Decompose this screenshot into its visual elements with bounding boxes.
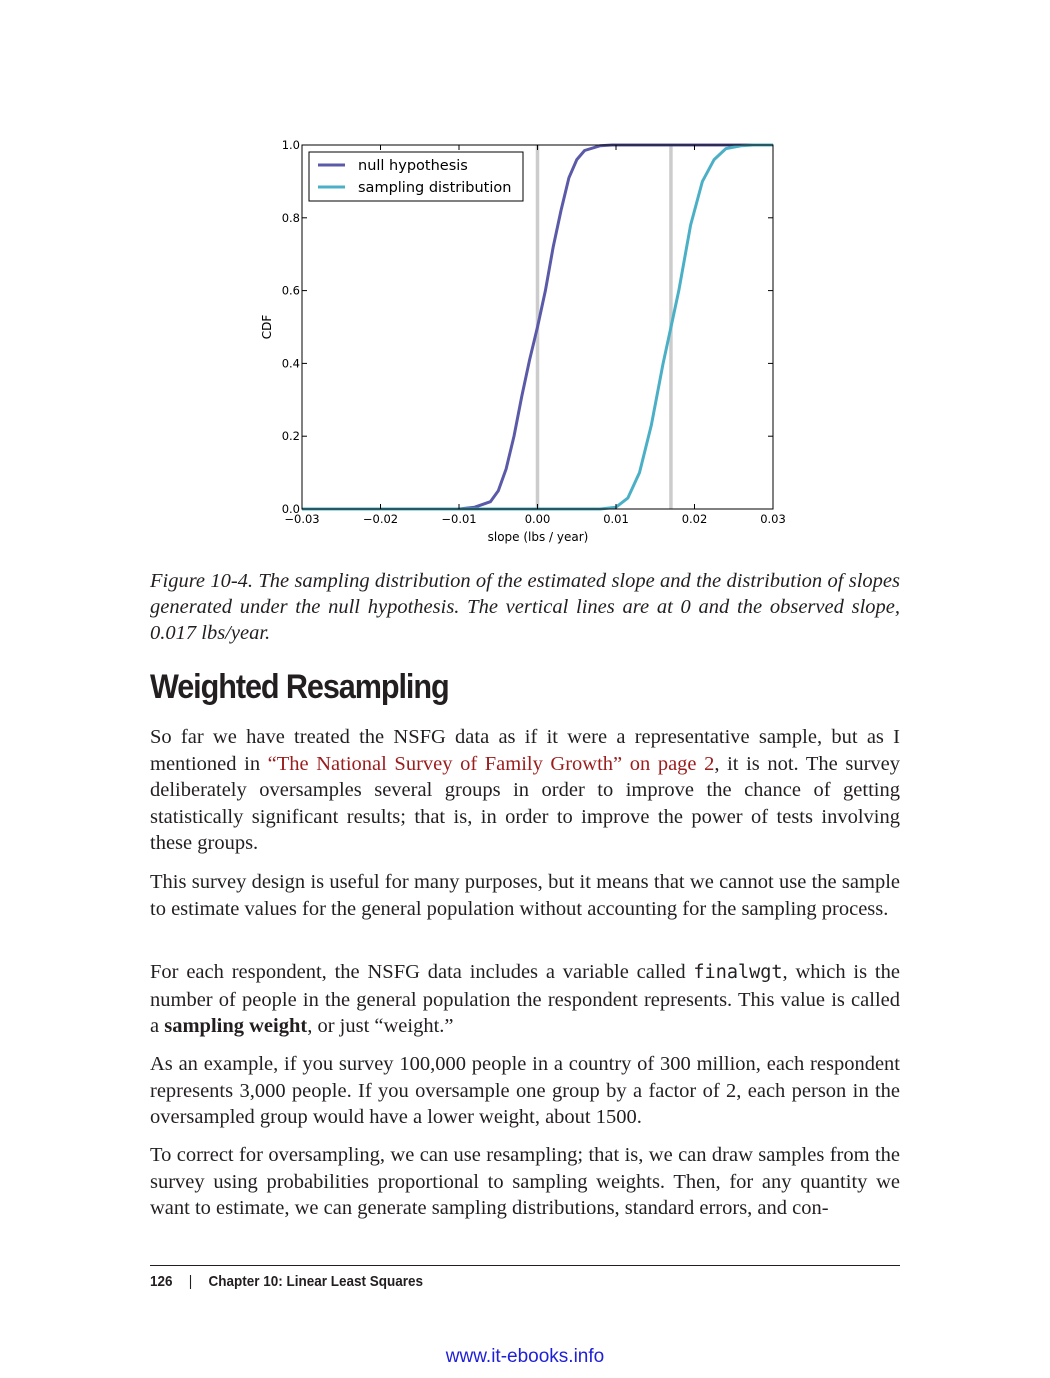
p1-text-a: So far we have treated the NSFG data as … xyxy=(150,726,900,775)
term-sampling-weight: sampling weight xyxy=(164,1015,308,1037)
cdf-curves xyxy=(302,143,773,511)
x-tick-label-1: −0.02 xyxy=(363,512,398,526)
paragraph-2: This survey design is useful for many pu… xyxy=(150,871,900,920)
p3-text-c: , or just “weight.” xyxy=(307,1015,454,1037)
cross-reference-link[interactable]: “The National Survey of Family Growth” o… xyxy=(267,752,715,775)
paragraph-5: To correct for oversampling, we can use … xyxy=(150,1144,900,1219)
figure-caption: Figure 10-4. The sampling distribution o… xyxy=(150,570,900,644)
y-tick-label-5: 1.0 xyxy=(282,138,300,152)
footer-separator: | xyxy=(188,1273,193,1290)
reference-lines xyxy=(535,145,673,509)
watermark-link[interactable]: www.it-ebooks.info xyxy=(445,1346,605,1367)
axis-ticks: −0.03 −0.02 −0.01 0.00 0.01 0.02 0.03 0.0 0.2 0.4… xyxy=(282,138,786,526)
series-line-0 xyxy=(302,143,773,511)
paragraph-3: For each respondent, the NSFG data inclu… xyxy=(150,959,900,1040)
y-tick-label-2: 0.4 xyxy=(282,356,300,370)
p1-text-b: , it is not. The survey deliberately ove… xyxy=(150,752,900,855)
x-axis-label: slope (lbs / year) xyxy=(488,530,589,544)
chapter-title: Chapter 10: Linear Least Squares xyxy=(208,1273,424,1290)
legend-label-sampling: sampling distribution xyxy=(358,180,511,196)
x-tick-label-3: 0.00 xyxy=(525,512,551,526)
x-tick-label-5: 0.02 xyxy=(682,512,708,526)
p3-text-b: , which is the number of people in the g… xyxy=(150,961,900,1037)
y-tick-label-3: 0.6 xyxy=(282,284,300,298)
legend-box xyxy=(308,151,524,202)
legend: null hypothesis sampling distribution xyxy=(308,151,524,202)
y-tick-label-1: 0.2 xyxy=(282,429,300,443)
cdf-figure: −0.03 −0.02 −0.01 0.00 0.01 0.02 0.03 0.0 0.2 0.4… xyxy=(260,138,786,544)
code-finalwgt: finalwgt xyxy=(693,962,783,983)
x-tick-label-4: 0.01 xyxy=(603,512,629,526)
footer-rule xyxy=(150,1265,900,1266)
y-tick-label-4: 0.8 xyxy=(282,211,300,225)
section-heading: Weighted Resampling xyxy=(150,668,450,706)
legend-label-null: null hypothesis xyxy=(358,158,468,174)
paragraph-1: So far we have treated the NSFG data as … xyxy=(150,724,900,857)
paragraph-4: As an example, if you survey 100,000 peo… xyxy=(150,1053,900,1128)
x-tick-label-6: 0.03 xyxy=(760,512,786,526)
page-footer: 126 | Chapter 10: Linear Least Squares xyxy=(150,1273,423,1290)
y-tick-label-0: 0.0 xyxy=(282,502,300,516)
page-number: 126 xyxy=(150,1273,173,1290)
p3-text-a: For each respondent, the NSFG data inclu… xyxy=(150,961,694,983)
y-axis-label: CDF xyxy=(260,315,274,340)
x-tick-label-2: −0.01 xyxy=(441,512,476,526)
series-line-1 xyxy=(302,143,773,511)
x-tick-label-0: −0.03 xyxy=(284,512,319,526)
